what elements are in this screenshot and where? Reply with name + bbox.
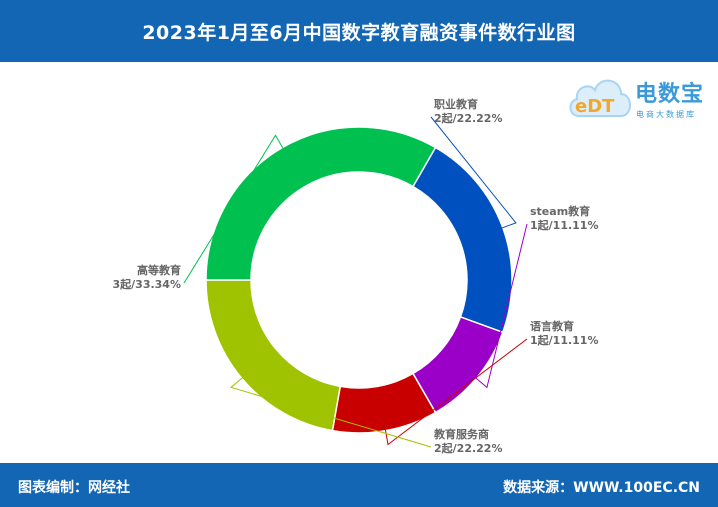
page-title: 2023年1月至6月中国数字教育融资事件数行业图 xyxy=(142,21,576,44)
slice-label-name: 教育服务商 xyxy=(433,427,489,441)
logo-subtitle: 电商大数据库 xyxy=(636,110,696,119)
slice-label-name: 语言教育 xyxy=(530,319,574,333)
slice-label-value: 3起/33.34% xyxy=(113,277,182,291)
leader-line xyxy=(430,116,517,230)
leader-line xyxy=(230,375,432,448)
logo: eDT 电数宝 电商大数据库 xyxy=(565,66,715,128)
slice-label-value: 1起/11.11% xyxy=(530,218,599,232)
slice-label-name: 高等教育 xyxy=(137,263,181,277)
chart-title-bar: 2023年1月至6月中国数字教育融资事件数行业图 xyxy=(0,0,718,62)
footer-bar: 图表编制：网经社 数据来源：WWW.100EC.CN xyxy=(0,463,718,507)
donut-chart: 职业教育2起/22.22%steam教育1起/11.11%语言教育1起/11.1… xyxy=(113,97,599,455)
logo-name: 电数宝 xyxy=(635,82,705,107)
slice-label-value: 2起/22.22% xyxy=(434,111,503,125)
cloud-icon: eDT xyxy=(569,79,631,117)
slice-label-name: 职业教育 xyxy=(434,97,478,111)
logo-mark: eDT xyxy=(575,96,615,117)
leader-line xyxy=(472,223,528,389)
leader-line xyxy=(384,338,528,446)
donut-slice xyxy=(411,146,513,334)
slice-label-name: steam教育 xyxy=(530,204,590,218)
slice-label-value: 1起/11.11% xyxy=(530,333,599,347)
footer-compiler: 图表编制：网经社 xyxy=(18,480,130,496)
leader-line xyxy=(183,134,285,284)
footer-source: 数据来源：WWW.100EC.CN xyxy=(503,480,700,496)
donut-slice xyxy=(205,126,437,281)
donut-slice xyxy=(205,279,342,432)
slice-label-value: 2起/22.22% xyxy=(434,441,503,455)
